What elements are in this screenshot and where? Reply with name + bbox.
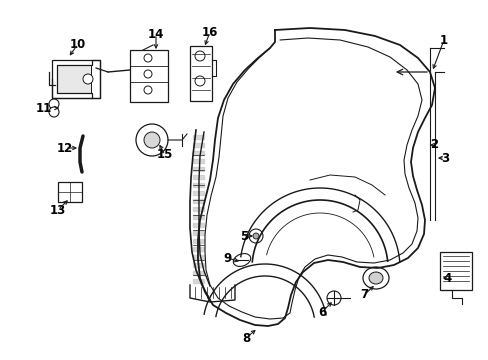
Text: 2: 2	[429, 139, 437, 152]
Text: 9: 9	[223, 252, 231, 265]
Circle shape	[143, 86, 152, 94]
Circle shape	[49, 107, 59, 117]
Text: 5: 5	[240, 230, 247, 243]
Text: 1: 1	[439, 33, 447, 46]
Circle shape	[195, 51, 204, 61]
Circle shape	[136, 124, 168, 156]
Circle shape	[143, 54, 152, 62]
Bar	[58, 182, 82, 202]
Text: 15: 15	[157, 148, 173, 162]
Text: 16: 16	[202, 26, 218, 39]
Ellipse shape	[368, 272, 382, 284]
Bar	[57, 65, 91, 93]
Text: 11: 11	[36, 102, 52, 114]
Bar	[130, 50, 168, 102]
Text: 12: 12	[57, 141, 73, 154]
Circle shape	[143, 70, 152, 78]
Text: 13: 13	[50, 203, 66, 216]
Text: 14: 14	[147, 27, 164, 40]
Bar	[52, 60, 100, 98]
Text: 4: 4	[443, 271, 451, 284]
Circle shape	[195, 76, 204, 86]
Circle shape	[248, 229, 263, 243]
Ellipse shape	[362, 267, 388, 289]
Circle shape	[326, 291, 340, 305]
Circle shape	[143, 132, 160, 148]
Circle shape	[83, 74, 93, 84]
Text: 10: 10	[70, 37, 86, 50]
Text: 6: 6	[317, 306, 325, 319]
Bar	[439, 252, 471, 290]
Text: 8: 8	[242, 332, 250, 345]
Text: 3: 3	[440, 152, 448, 165]
Ellipse shape	[233, 253, 250, 266]
Bar	[190, 46, 212, 101]
Text: 7: 7	[359, 288, 367, 302]
Circle shape	[252, 233, 259, 239]
Circle shape	[49, 99, 59, 109]
